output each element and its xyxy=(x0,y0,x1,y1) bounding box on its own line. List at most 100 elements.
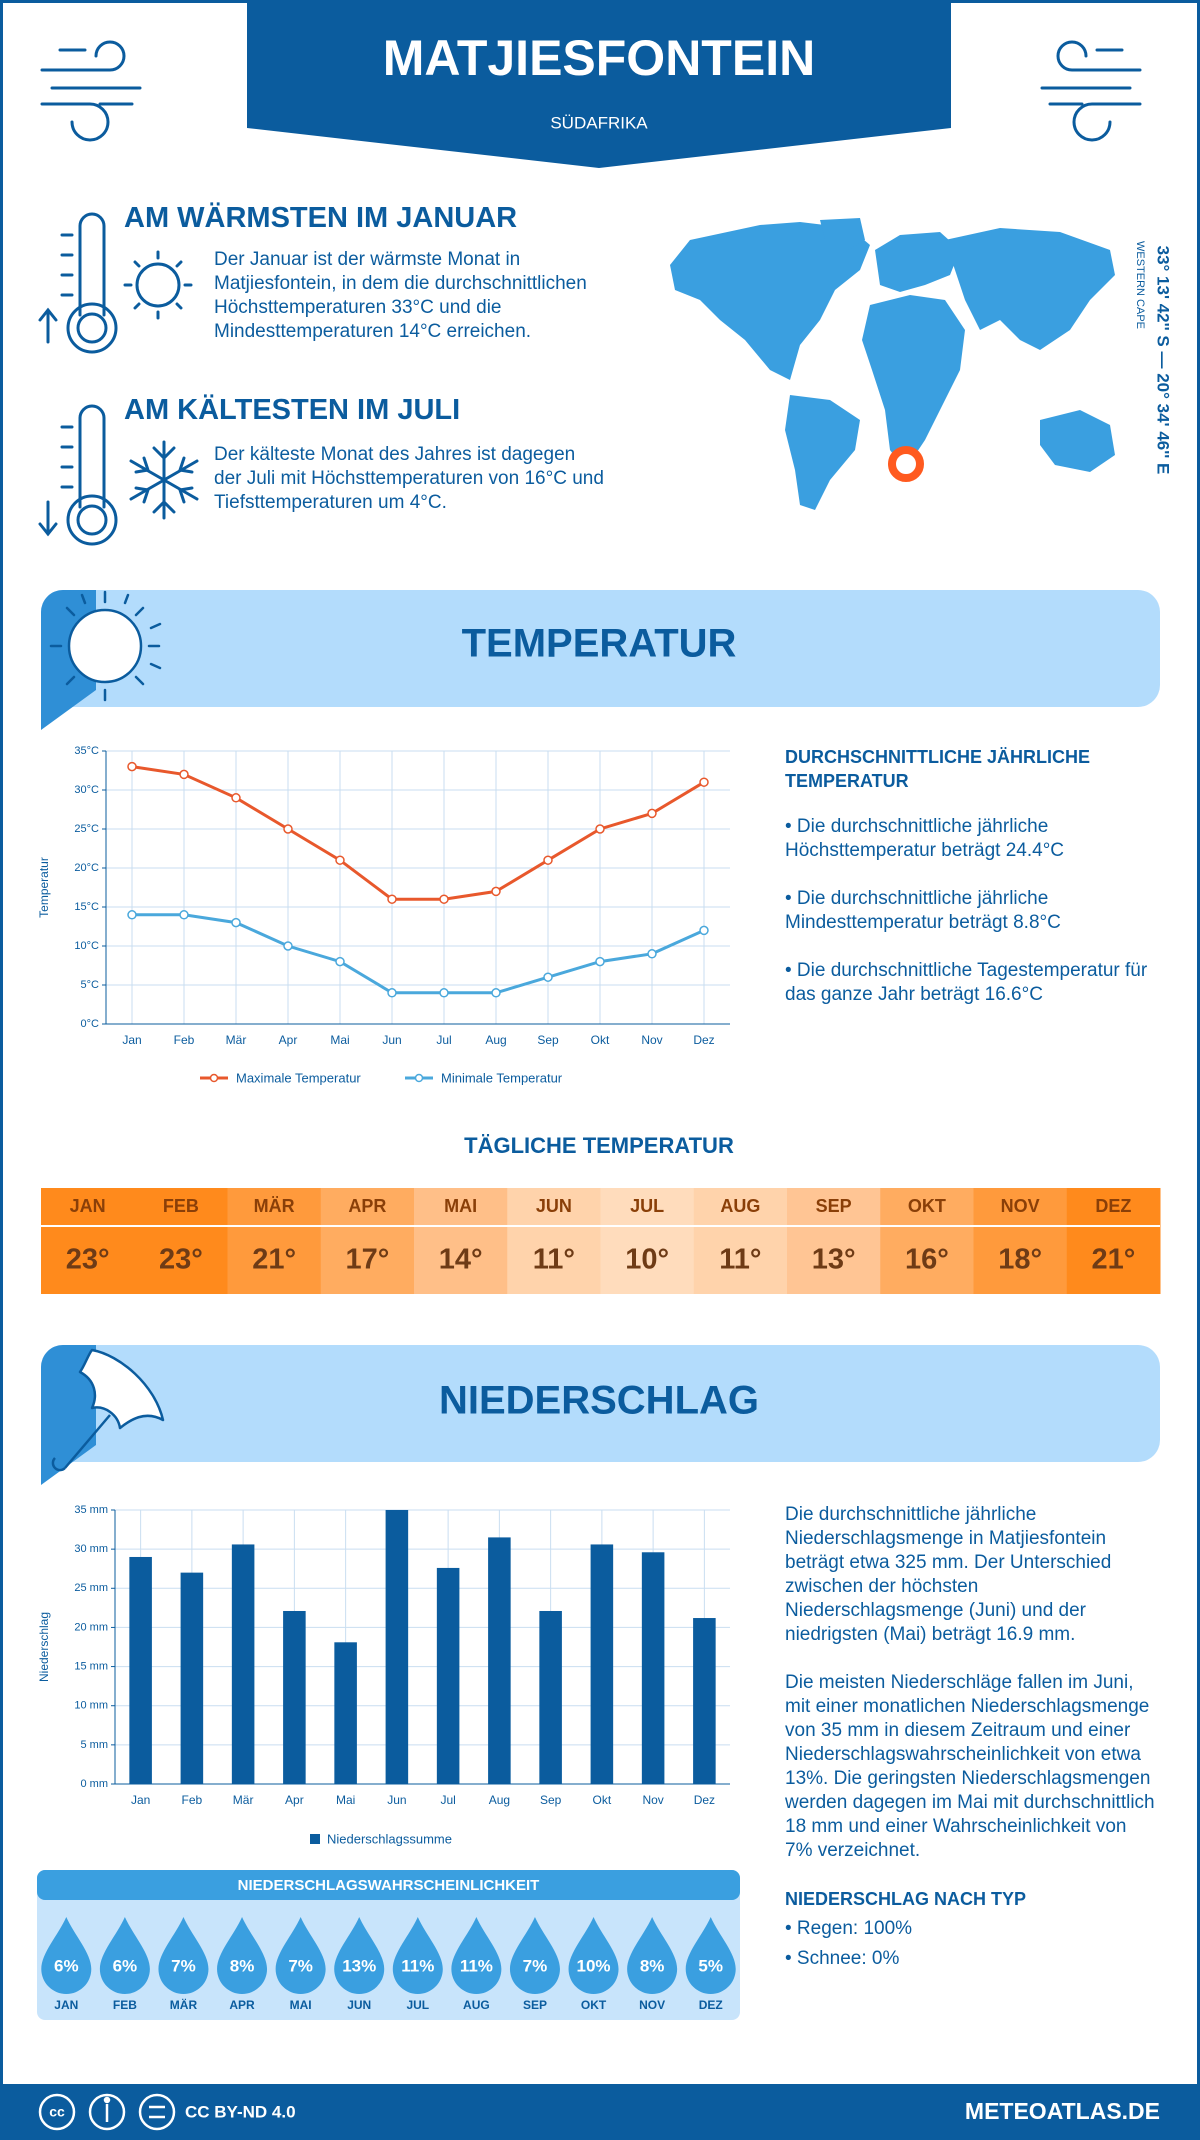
line-point xyxy=(283,824,293,834)
x-tick-label: Jan xyxy=(131,1793,150,1807)
summary-title: DURCHSCHNITTLICHE JÄHRLICHE TEMPERATUR xyxy=(785,747,1090,791)
line-point xyxy=(543,855,553,865)
line-point xyxy=(595,956,605,967)
bar xyxy=(436,1567,460,1784)
y-tick-label: 25 mm xyxy=(74,1582,108,1594)
x-tick-label: Sep xyxy=(540,1793,562,1807)
sun-icon xyxy=(49,590,162,702)
table-value: 18° xyxy=(998,1244,1042,1276)
header-subtitle: SÜDAFRIKA xyxy=(550,113,648,132)
section-title: TEMPERATUR xyxy=(462,622,737,666)
legend-swatch xyxy=(414,1073,424,1083)
rain-drop xyxy=(451,1917,502,1994)
probability-header xyxy=(37,1870,740,1900)
y-tick-label: 5°C xyxy=(81,979,100,991)
line-point xyxy=(699,925,709,936)
y-axis-label: Niederschlag xyxy=(37,1612,51,1682)
table-month: APR xyxy=(348,1196,386,1216)
table-value: 10° xyxy=(625,1244,669,1276)
probability-month: DEZ xyxy=(699,1998,723,2012)
probability-month: SEP xyxy=(523,1998,547,2012)
table-month: MÄR xyxy=(254,1196,295,1216)
wind-icon xyxy=(1040,40,1142,142)
probability-month: JUL xyxy=(406,1998,429,2012)
probability-month: OKT xyxy=(581,1998,607,2012)
coldest-title: AM KÄLTESTEN IM JULI xyxy=(124,394,461,426)
table-title: TÄGLICHE TEMPERATUR xyxy=(464,1133,734,1158)
header-title: MATJIESFONTEIN xyxy=(383,30,815,86)
y-tick-label: 15 mm xyxy=(74,1660,108,1672)
table-cell xyxy=(600,1188,695,1294)
table-month: FEB xyxy=(163,1196,199,1216)
footer-site[interactable]: METEOATLAS.DE xyxy=(965,2098,1160,2124)
bar xyxy=(129,1556,152,1784)
table-month: SEP xyxy=(816,1196,852,1216)
legend-swatch xyxy=(209,1073,219,1083)
summary-paragraph: Die durchschnittliche jährliche Niedersc… xyxy=(785,1504,1112,1645)
y-tick-label: 20 mm xyxy=(74,1621,108,1633)
table-cell xyxy=(320,1188,415,1294)
x-tick-label: Mär xyxy=(233,1793,254,1807)
region: WESTERN CAPE xyxy=(1134,241,1146,329)
location-marker xyxy=(888,446,924,482)
footer-license: CC BY-ND 4.0 xyxy=(185,2102,296,2121)
line-point xyxy=(491,988,501,998)
probability-value: 8% xyxy=(640,1956,665,1975)
probability-value: 11% xyxy=(460,1956,493,1975)
x-tick-label: Jan xyxy=(122,1033,141,1047)
rain-drop xyxy=(627,1917,678,1994)
table-value: 21° xyxy=(1091,1244,1135,1276)
probability-value: 6% xyxy=(113,1956,138,1975)
table-value: 16° xyxy=(905,1244,949,1276)
temperature-summary: DURCHSCHNITTLICHE JÄHRLICHE TEMPERATUR •… xyxy=(785,745,1150,1031)
table-value: 11° xyxy=(719,1244,761,1276)
y-tick-label: 30 mm xyxy=(74,1543,108,1555)
x-tick-label: Okt xyxy=(593,1793,612,1807)
license-icons xyxy=(38,2093,176,2131)
x-tick-label: Dez xyxy=(693,1033,714,1047)
probability-value: 5% xyxy=(698,1956,723,1975)
table-cell xyxy=(507,1188,601,1294)
thermometer-icon xyxy=(38,212,118,354)
rain-drop xyxy=(217,1917,268,1994)
line-point xyxy=(387,988,397,998)
type-title: NIEDERSCHLAG NACH TYP xyxy=(785,1889,1027,1909)
x-tick-label: Sep xyxy=(537,1033,559,1047)
line-point xyxy=(491,886,501,897)
x-tick-label: Nov xyxy=(641,1033,662,1047)
summary-point: • Die durchschnittliche jährliche Mindes… xyxy=(785,888,1061,933)
line-point xyxy=(595,824,605,834)
rain-drop xyxy=(275,1917,326,1994)
legend-label: Minimale Temperatur xyxy=(441,1070,563,1085)
umbrella-icon xyxy=(51,1348,165,1472)
table-month: JUN xyxy=(536,1196,572,1216)
probability-month: JUN xyxy=(347,1998,371,2012)
legend-swatch xyxy=(310,1834,320,1844)
precipitation-summary: Die durchschnittliche jährliche Niedersc… xyxy=(785,1503,1155,1977)
table-month: JAN xyxy=(70,1196,106,1216)
line-series xyxy=(131,765,705,901)
bar xyxy=(539,1610,562,1784)
table-cell xyxy=(693,1188,788,1294)
coldest-text: Der kälteste Monat des Jahres ist dagege… xyxy=(214,444,604,513)
bar xyxy=(334,1642,357,1784)
x-tick-label: Mai xyxy=(336,1793,355,1807)
table-month: MAI xyxy=(444,1196,477,1216)
wind-icon xyxy=(40,40,142,142)
y-tick-label: 0°C xyxy=(81,1018,100,1030)
x-tick-label: Dez xyxy=(694,1793,715,1807)
table-cell xyxy=(134,1188,228,1294)
probability-value: 7% xyxy=(523,1956,548,1975)
bar xyxy=(488,1537,511,1784)
line-series xyxy=(132,913,705,995)
x-tick-label: Mai xyxy=(330,1033,349,1047)
probability-month: FEB xyxy=(113,1998,137,2012)
sun-icon xyxy=(123,250,193,320)
table-value: 21° xyxy=(252,1244,296,1276)
probability-title: NIEDERSCHLAGSWAHRSCHEINLICHKEIT xyxy=(238,1877,540,1894)
summary-paragraph: Die meisten Niederschläge fallen im Juni… xyxy=(785,1672,1155,1861)
bar xyxy=(231,1544,255,1784)
line-point xyxy=(335,855,345,865)
y-tick-label: 35°C xyxy=(74,745,99,757)
rain-drop xyxy=(509,1917,560,1994)
